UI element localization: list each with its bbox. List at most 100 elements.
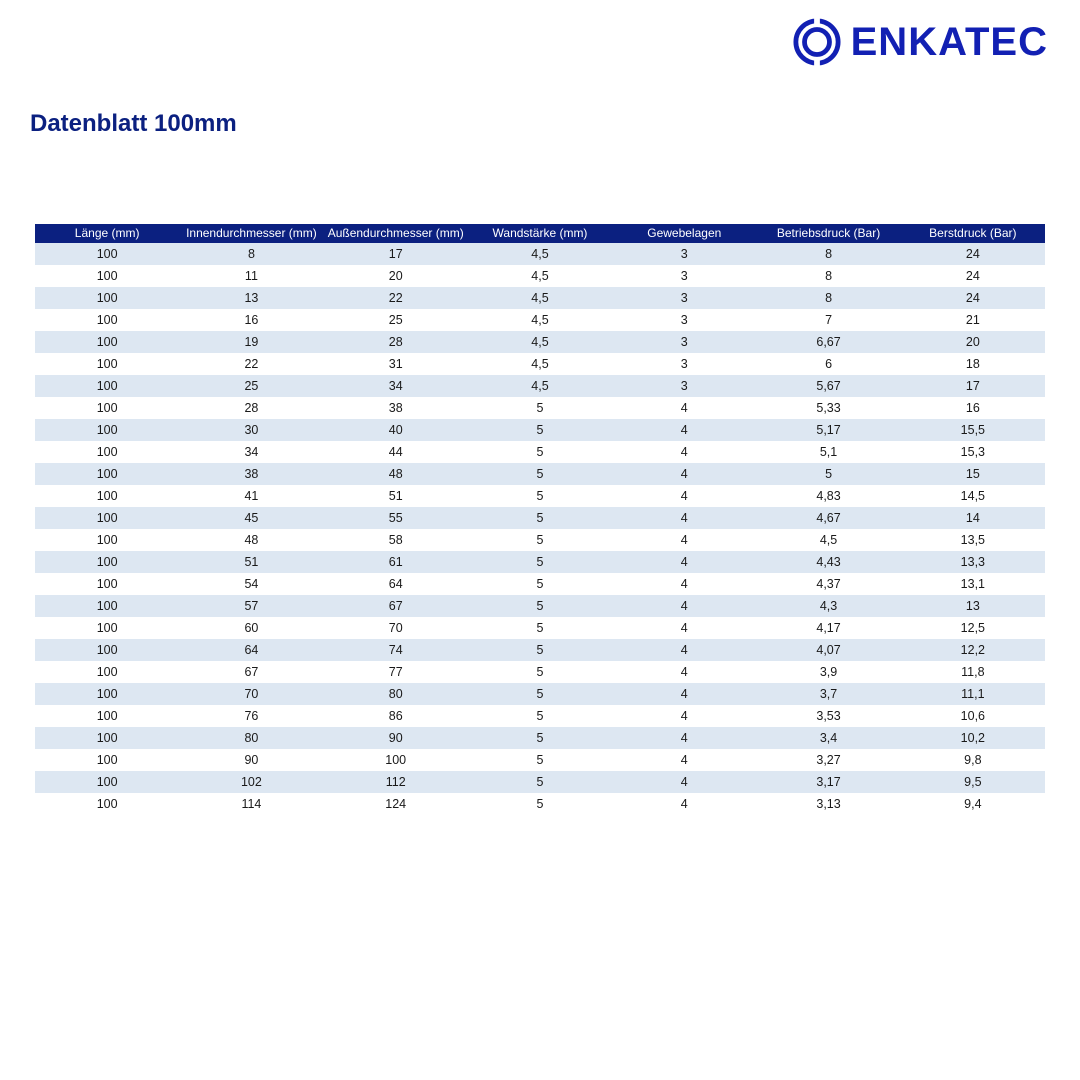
table-cell: 80 bbox=[324, 683, 468, 705]
table-row: 10090100543,279,8 bbox=[35, 749, 1045, 771]
brand-name: ENKATEC bbox=[851, 20, 1048, 65]
table-cell: 90 bbox=[179, 749, 323, 771]
table-cell: 3 bbox=[612, 375, 756, 397]
table-cell: 100 bbox=[35, 661, 179, 683]
table-cell: 76 bbox=[179, 705, 323, 727]
table-cell: 5 bbox=[468, 617, 612, 639]
table-cell: 12,2 bbox=[901, 639, 1045, 661]
table-cell: 100 bbox=[35, 617, 179, 639]
table-cell: 41 bbox=[179, 485, 323, 507]
table-row: 10013224,53824 bbox=[35, 287, 1045, 309]
table-cell: 100 bbox=[35, 705, 179, 727]
table-cell: 21 bbox=[901, 309, 1045, 331]
table-cell: 48 bbox=[324, 463, 468, 485]
table-row: 1004555544,6714 bbox=[35, 507, 1045, 529]
table-cell: 4 bbox=[612, 463, 756, 485]
table-cell: 3 bbox=[612, 353, 756, 375]
table-cell: 77 bbox=[324, 661, 468, 683]
table-cell: 100 bbox=[35, 331, 179, 353]
table-cell: 4 bbox=[612, 441, 756, 463]
table-cell: 4,3 bbox=[756, 595, 900, 617]
table-cell: 48 bbox=[179, 529, 323, 551]
table-cell: 4,5 bbox=[468, 265, 612, 287]
table-cell: 4,37 bbox=[756, 573, 900, 595]
table-cell: 67 bbox=[324, 595, 468, 617]
page: ENKATEC Datenblatt 100mm Länge (mm)Innen… bbox=[0, 0, 1080, 1080]
table-cell: 4 bbox=[612, 683, 756, 705]
table-cell: 13 bbox=[179, 287, 323, 309]
table-cell: 5 bbox=[468, 397, 612, 419]
table-cell: 22 bbox=[179, 353, 323, 375]
table-cell: 100 bbox=[35, 551, 179, 573]
table-cell: 67 bbox=[179, 661, 323, 683]
table-cell: 4,5 bbox=[468, 309, 612, 331]
table-cell: 5 bbox=[468, 595, 612, 617]
table-cell: 5,17 bbox=[756, 419, 900, 441]
table-row: 1008090543,410,2 bbox=[35, 727, 1045, 749]
table-cell: 5 bbox=[468, 639, 612, 661]
table-cell: 24 bbox=[901, 287, 1045, 309]
table-cell: 16 bbox=[179, 309, 323, 331]
page-title: Datenblatt 100mm bbox=[30, 110, 237, 138]
data-table: Länge (mm)Innendurchmesser (mm)Außendurc… bbox=[35, 224, 1045, 815]
table-cell: 4,67 bbox=[756, 507, 900, 529]
table-cell: 4 bbox=[612, 507, 756, 529]
table-row: 100114124543,139,4 bbox=[35, 793, 1045, 815]
table-cell: 100 bbox=[35, 727, 179, 749]
table-cell: 7 bbox=[756, 309, 900, 331]
table-cell: 86 bbox=[324, 705, 468, 727]
table-cell: 4 bbox=[612, 485, 756, 507]
table-cell: 57 bbox=[179, 595, 323, 617]
table-body: 1008174,5382410011204,5382410013224,5382… bbox=[35, 243, 1045, 815]
table-cell: 10,6 bbox=[901, 705, 1045, 727]
table-col-header: Betriebsdruck (Bar) bbox=[756, 224, 900, 243]
table-cell: 5 bbox=[468, 485, 612, 507]
table-cell: 44 bbox=[324, 441, 468, 463]
table-cell: 100 bbox=[35, 639, 179, 661]
table-cell: 13,5 bbox=[901, 529, 1045, 551]
brand-logo: ENKATEC bbox=[793, 18, 1048, 66]
table-cell: 3 bbox=[612, 331, 756, 353]
table-row: 10011204,53824 bbox=[35, 265, 1045, 287]
table-cell: 64 bbox=[324, 573, 468, 595]
table-cell: 3,17 bbox=[756, 771, 900, 793]
table-row: 1004858544,513,5 bbox=[35, 529, 1045, 551]
table-cell: 20 bbox=[901, 331, 1045, 353]
table-cell: 100 bbox=[35, 771, 179, 793]
table-cell: 100 bbox=[35, 595, 179, 617]
table-cell: 70 bbox=[179, 683, 323, 705]
table-cell: 31 bbox=[324, 353, 468, 375]
table-cell: 4 bbox=[612, 749, 756, 771]
table-col-header: Außendurchmesser (mm) bbox=[324, 224, 468, 243]
table-cell: 4 bbox=[612, 551, 756, 573]
table-cell: 4,43 bbox=[756, 551, 900, 573]
table-cell: 58 bbox=[324, 529, 468, 551]
table-cell: 100 bbox=[35, 419, 179, 441]
table-cell: 100 bbox=[35, 463, 179, 485]
table-cell: 4 bbox=[612, 419, 756, 441]
table-cell: 100 bbox=[35, 573, 179, 595]
table-row: 1008174,53824 bbox=[35, 243, 1045, 265]
table-cell: 100 bbox=[35, 287, 179, 309]
table-cell: 15,3 bbox=[901, 441, 1045, 463]
table-cell: 5,33 bbox=[756, 397, 900, 419]
table-cell: 102 bbox=[179, 771, 323, 793]
table-cell: 100 bbox=[35, 683, 179, 705]
table-row: 1002838545,3316 bbox=[35, 397, 1045, 419]
table-cell: 3,13 bbox=[756, 793, 900, 815]
table-col-header: Gewebelagen bbox=[612, 224, 756, 243]
table-cell: 114 bbox=[179, 793, 323, 815]
table-cell: 5 bbox=[468, 573, 612, 595]
table-cell: 8 bbox=[756, 265, 900, 287]
table-cell: 5,1 bbox=[756, 441, 900, 463]
table-cell: 124 bbox=[324, 793, 468, 815]
table-cell: 34 bbox=[324, 375, 468, 397]
table-cell: 74 bbox=[324, 639, 468, 661]
table-cell: 8 bbox=[756, 287, 900, 309]
table-cell: 64 bbox=[179, 639, 323, 661]
table-cell: 24 bbox=[901, 265, 1045, 287]
table-cell: 4,5 bbox=[468, 243, 612, 265]
table-cell: 17 bbox=[324, 243, 468, 265]
table-cell: 5 bbox=[468, 683, 612, 705]
table-row: 10019284,536,6720 bbox=[35, 331, 1045, 353]
